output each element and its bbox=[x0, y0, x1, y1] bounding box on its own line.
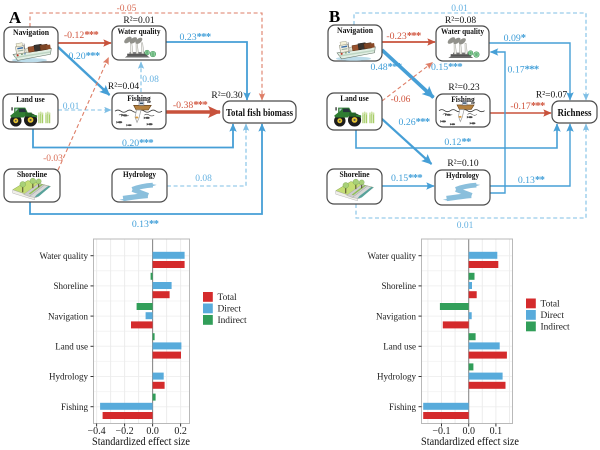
svg-text:Navigation: Navigation bbox=[13, 28, 50, 37]
svg-text:0.17***: 0.17*** bbox=[508, 65, 539, 76]
svg-text:-0.05: -0.05 bbox=[117, 4, 137, 14]
svg-text:Land use: Land use bbox=[55, 342, 88, 352]
svg-text:A: A bbox=[9, 8, 22, 27]
svg-text:0.01: 0.01 bbox=[451, 4, 468, 14]
svg-text:Shoreline: Shoreline bbox=[340, 170, 370, 179]
svg-text:-0.03: -0.03 bbox=[43, 154, 63, 164]
svg-text:R²=0.23: R²=0.23 bbox=[448, 83, 479, 93]
svg-text:Shoreline: Shoreline bbox=[54, 281, 89, 291]
svg-text:R²=0.30: R²=0.30 bbox=[211, 91, 242, 101]
svg-text:Land use: Land use bbox=[16, 95, 45, 104]
svg-text:R²=0.10: R²=0.10 bbox=[447, 159, 478, 169]
svg-text:-0.12***: -0.12*** bbox=[64, 30, 99, 41]
svg-text:-0.06: -0.06 bbox=[391, 95, 411, 105]
svg-text:Richness: Richness bbox=[558, 107, 593, 119]
svg-text:Fishing: Fishing bbox=[451, 95, 475, 104]
svg-text:0.01: 0.01 bbox=[63, 102, 80, 112]
svg-text:Navigation: Navigation bbox=[376, 311, 416, 321]
svg-text:Direct: Direct bbox=[541, 311, 565, 321]
svg-text:0.48***: 0.48*** bbox=[371, 62, 402, 73]
svg-text:0.08: 0.08 bbox=[142, 75, 159, 85]
svg-text:0.0: 0.0 bbox=[146, 426, 159, 437]
svg-text:−0.4: −0.4 bbox=[88, 426, 106, 437]
svg-text:Water quality: Water quality bbox=[118, 27, 161, 36]
svg-text:Navigation: Navigation bbox=[48, 311, 88, 321]
svg-text:0.0: 0.0 bbox=[462, 426, 475, 437]
svg-text:−0.1: −0.1 bbox=[432, 426, 450, 437]
svg-text:Fishing: Fishing bbox=[389, 402, 417, 412]
svg-text:Total: Total bbox=[218, 293, 238, 303]
svg-text:Water quality: Water quality bbox=[367, 251, 416, 261]
svg-text:Standardized effect size: Standardized effect size bbox=[421, 436, 519, 448]
svg-text:Navigation: Navigation bbox=[337, 26, 374, 35]
svg-text:Land use: Land use bbox=[383, 342, 416, 352]
svg-text:0.20***: 0.20*** bbox=[122, 138, 153, 149]
svg-text:Shoreline: Shoreline bbox=[382, 281, 417, 291]
svg-text:0.23***: 0.23*** bbox=[180, 32, 211, 43]
svg-text:Shoreline: Shoreline bbox=[17, 170, 47, 179]
svg-text:R²=0.08: R²=0.08 bbox=[445, 16, 476, 26]
svg-text:R²=0.07: R²=0.07 bbox=[536, 91, 567, 101]
svg-text:0.20***: 0.20*** bbox=[69, 51, 100, 62]
svg-text:0.15***: 0.15*** bbox=[391, 173, 422, 184]
svg-text:0.12**: 0.12** bbox=[444, 137, 471, 148]
svg-text:0.01: 0.01 bbox=[457, 221, 474, 231]
svg-text:Water quality: Water quality bbox=[441, 27, 484, 36]
svg-text:Indirect: Indirect bbox=[218, 316, 248, 326]
svg-text:Hydrology: Hydrology bbox=[123, 170, 156, 179]
svg-text:Hydrology: Hydrology bbox=[446, 171, 479, 180]
svg-text:-0.38***: -0.38*** bbox=[173, 100, 208, 111]
svg-text:-0.17***: -0.17*** bbox=[510, 101, 545, 112]
svg-text:Direct: Direct bbox=[218, 305, 242, 315]
svg-text:Fishing: Fishing bbox=[61, 402, 89, 412]
svg-text:Hydrology: Hydrology bbox=[49, 372, 88, 382]
svg-text:0.1: 0.1 bbox=[490, 426, 503, 437]
svg-text:Total: Total bbox=[541, 300, 561, 310]
svg-text:Standardized effect size: Standardized effect size bbox=[92, 436, 190, 448]
svg-text:−0.2: −0.2 bbox=[116, 426, 134, 437]
svg-text:Indirect: Indirect bbox=[541, 323, 571, 333]
svg-text:Total fish biomass: Total fish biomass bbox=[226, 107, 294, 119]
svg-text:R²=0.04: R²=0.04 bbox=[108, 82, 139, 92]
svg-text:Land use: Land use bbox=[340, 94, 369, 103]
svg-text:0.13**: 0.13** bbox=[518, 175, 545, 186]
svg-text:0.08: 0.08 bbox=[195, 174, 212, 184]
svg-text:B: B bbox=[329, 7, 340, 26]
svg-text:0.2: 0.2 bbox=[174, 426, 187, 437]
svg-text:Hydrology: Hydrology bbox=[377, 372, 416, 382]
svg-text:0.09*: 0.09* bbox=[504, 33, 526, 44]
svg-text:R²=0.01: R²=0.01 bbox=[123, 16, 154, 26]
svg-text:0.15***: 0.15*** bbox=[431, 62, 462, 73]
svg-text:Fishing: Fishing bbox=[127, 94, 151, 103]
svg-text:0.26***: 0.26*** bbox=[399, 117, 430, 128]
svg-text:-0.23***: -0.23*** bbox=[386, 31, 421, 42]
svg-text:Water quality: Water quality bbox=[39, 251, 88, 261]
svg-text:0.13**: 0.13** bbox=[132, 219, 159, 230]
